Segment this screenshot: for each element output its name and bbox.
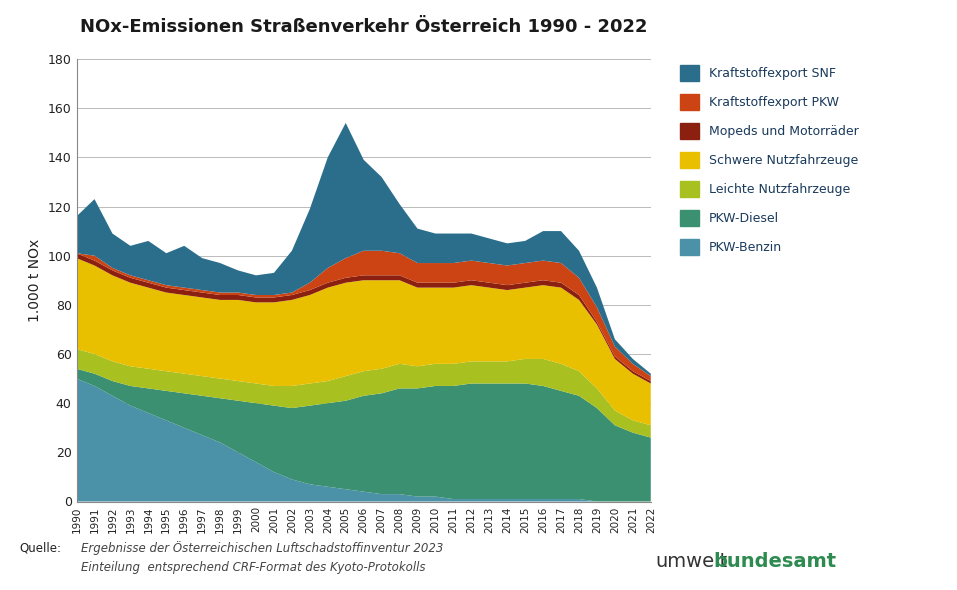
- Text: umwelt: umwelt: [656, 552, 727, 571]
- Text: Einteilung  entsprechend CRF-Format des Kyoto-Protokolls: Einteilung entsprechend CRF-Format des K…: [81, 561, 426, 574]
- Text: Quelle:: Quelle:: [19, 542, 61, 555]
- Legend: Kraftstoffexport SNF, Kraftstoffexport PKW, Mopeds und Motorräder, Schwere Nutzf: Kraftstoffexport SNF, Kraftstoffexport P…: [680, 65, 858, 254]
- Y-axis label: 1.000 t NOx: 1.000 t NOx: [29, 238, 42, 322]
- Text: NOx-Emissionen Straßenverkehr Österreich 1990 - 2022: NOx-Emissionen Straßenverkehr Österreich…: [80, 18, 647, 36]
- Text: Ergebnisse der Österreichischen Luftschadstoffinventur 2023: Ergebnisse der Österreichischen Luftscha…: [81, 540, 444, 555]
- Text: bundesamt: bundesamt: [713, 552, 836, 571]
